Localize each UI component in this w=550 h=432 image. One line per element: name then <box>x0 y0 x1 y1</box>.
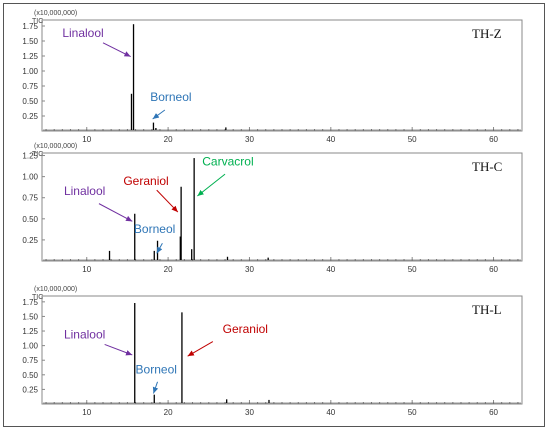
y-tick-label: 0.75 <box>22 356 38 365</box>
x-tick-label: 10 <box>82 408 91 417</box>
panel-title: TH-C <box>472 159 502 174</box>
annotation-arrow-linalool <box>102 42 131 58</box>
y-axis-label: TIC <box>32 294 43 301</box>
plot-area-frame <box>41 19 523 132</box>
annotation-arrow-geraniol <box>156 189 179 213</box>
annotation-arrow-borneol <box>152 109 166 120</box>
annotation-linalool: Linalool <box>64 328 105 342</box>
annotation-geraniol: Geraniol <box>223 322 268 336</box>
x-tick-label: 40 <box>326 135 335 144</box>
annotation-linalool: Linalool <box>64 184 105 198</box>
x-tick-label: 20 <box>164 408 173 417</box>
x-tick-label: 20 <box>164 135 173 144</box>
x-tick-label: 30 <box>245 265 254 274</box>
x-tick-label: 60 <box>489 135 498 144</box>
annotation-arrow-carvacrol <box>197 173 226 197</box>
figure-frame <box>3 3 545 427</box>
y-tick-label: 0.50 <box>22 371 38 380</box>
y-multiplier-label: (x10,000,000) <box>34 10 77 17</box>
y-tick-label: 1.50 <box>22 312 38 321</box>
y-tick-label: 0.50 <box>22 97 38 106</box>
annotation-borneol: Borneol <box>150 90 191 104</box>
panel-title: TH-Z <box>472 26 502 41</box>
plot-area-frame <box>41 152 523 262</box>
x-tick-label: 30 <box>245 408 254 417</box>
x-tick-label: 10 <box>82 135 91 144</box>
y-tick-label: 0.75 <box>22 194 38 203</box>
y-multiplier-label: (x10,000,000) <box>34 143 77 150</box>
y-tick-label: 1.00 <box>22 173 38 182</box>
y-tick-label: 1.25 <box>22 52 38 61</box>
x-tick-label: 10 <box>82 265 91 274</box>
y-tick-label: 1.50 <box>22 37 38 46</box>
annotation-borneol: Borneol <box>136 363 177 377</box>
y-tick-label: 1.25 <box>22 327 38 336</box>
y-tick-label: 1.75 <box>22 22 38 31</box>
annotation-arrow-linalool <box>104 343 133 356</box>
x-tick-label: 60 <box>489 265 498 274</box>
y-tick-label: 1.75 <box>22 298 38 307</box>
y-multiplier-label: (x10,000,000) <box>34 286 77 293</box>
panel-th-l: (x10,000,000)TIC 0.25 0.50 0.75 1.00 1.25 1.50… <box>22 286 523 417</box>
annotation-linalool: Linalool <box>62 26 103 40</box>
x-tick-label: 40 <box>326 265 335 274</box>
y-tick-label: 1.00 <box>22 67 38 76</box>
y-tick-label: 1.00 <box>22 342 38 351</box>
x-tick-label: 20 <box>164 265 173 274</box>
x-tick-label: 50 <box>408 408 417 417</box>
panel-th-z: (x10,000,000)TIC 0.25 0.50 0.75 1.00 1.25 1.50… <box>22 10 523 144</box>
annotation-arrow-linalool <box>98 203 133 222</box>
y-tick-label: 1.25 <box>22 152 38 161</box>
annotation-carvacrol: Carvacrol <box>202 155 253 169</box>
x-tick-label: 30 <box>245 135 254 144</box>
annotation-arrow-borneol <box>152 381 159 394</box>
y-tick-label: 0.25 <box>22 385 38 394</box>
panel-th-c: (x10,000,000)TIC 0.25 0.50 0.75 1.00 1.25 10 20… <box>22 143 523 274</box>
panel-title: TH-L <box>472 302 502 317</box>
annotation-borneol: Borneol <box>134 222 175 236</box>
x-tick-label: 50 <box>408 265 417 274</box>
y-tick-label: 0.25 <box>22 112 38 121</box>
x-tick-label: 60 <box>489 408 498 417</box>
annotation-arrow-geraniol <box>187 341 214 357</box>
y-tick-label: 0.75 <box>22 82 38 91</box>
annotation-geraniol: Geraniol <box>123 174 168 188</box>
annotation-arrow-borneol <box>156 243 163 254</box>
y-axis-label: TIC <box>32 151 43 158</box>
y-axis-label: TIC <box>32 18 43 25</box>
plot-area-frame <box>41 295 523 405</box>
x-tick-label: 40 <box>326 408 335 417</box>
x-tick-label: 50 <box>408 135 417 144</box>
y-tick-label: 0.50 <box>22 215 38 224</box>
y-tick-label: 0.25 <box>22 236 38 245</box>
